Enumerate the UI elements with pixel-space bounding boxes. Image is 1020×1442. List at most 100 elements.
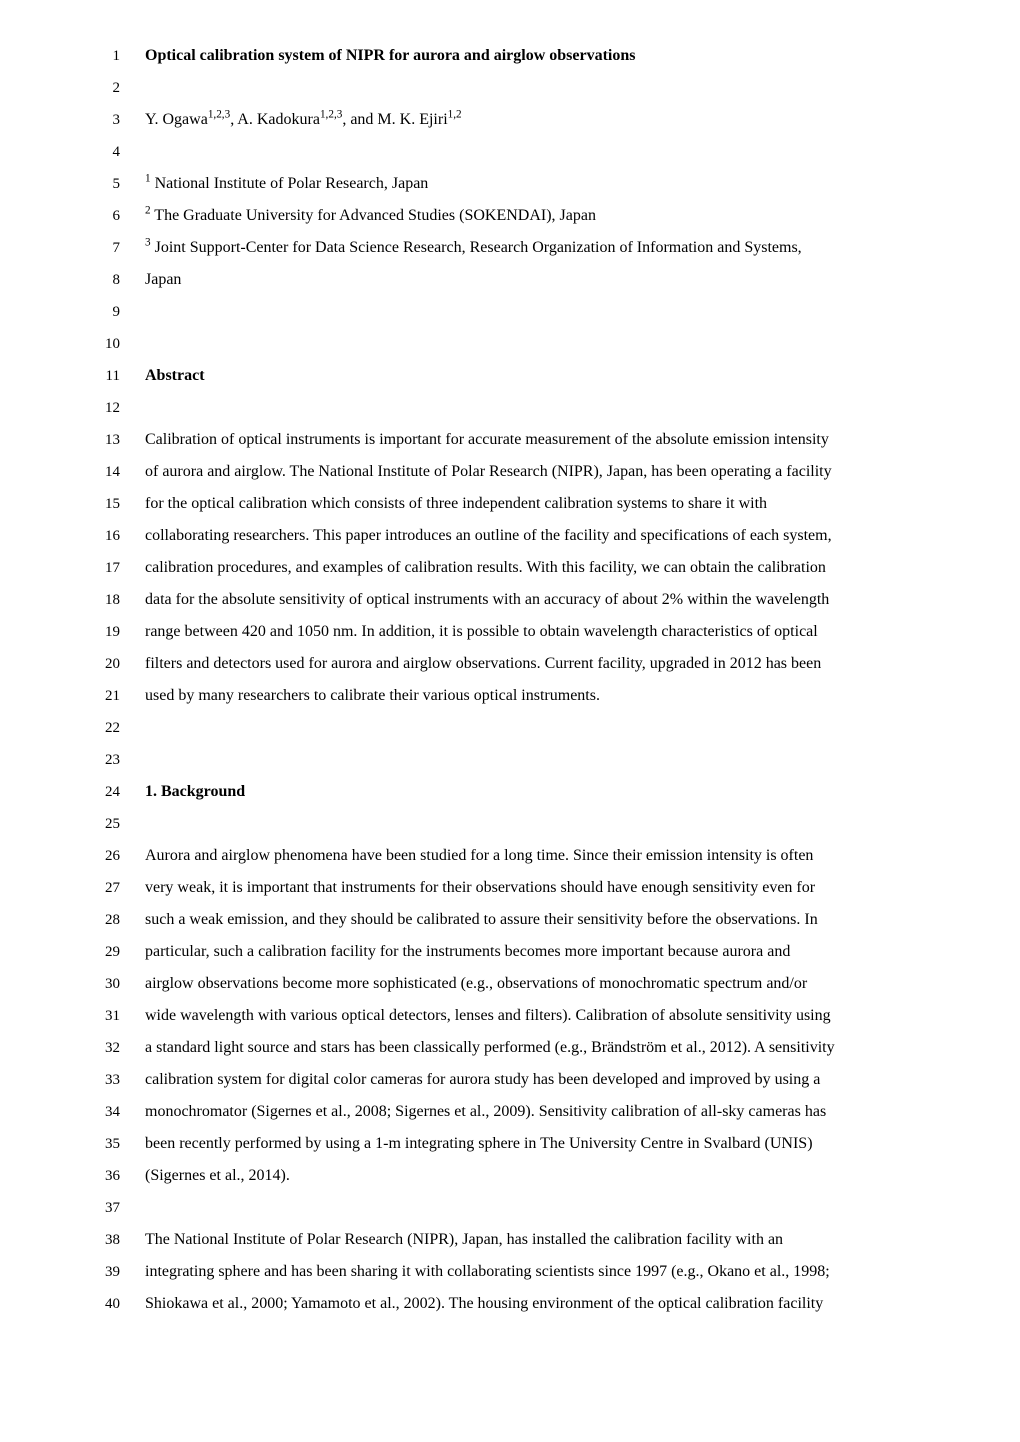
- body-text: [145, 808, 960, 840]
- body-text: (Sigernes et al., 2014).: [145, 1160, 960, 1192]
- body-text: The National Institute of Polar Research…: [145, 1224, 960, 1256]
- body-text: [145, 296, 960, 328]
- body-text: very weak, it is important that instrume…: [145, 872, 960, 904]
- body-text: of aurora and airglow. The National Inst…: [145, 456, 960, 488]
- manuscript-line: 62 The Graduate University for Advanced …: [80, 200, 960, 232]
- line-number: 28: [80, 905, 145, 935]
- line-number: 22: [80, 713, 145, 743]
- line-number: 40: [80, 1289, 145, 1319]
- manuscript-line: 4: [80, 136, 960, 168]
- manuscript-line: 27very weak, it is important that instru…: [80, 872, 960, 904]
- body-text: calibration procedures, and examples of …: [145, 552, 960, 584]
- manuscript-line: 20filters and detectors used for aurora …: [80, 648, 960, 680]
- line-number: 24: [80, 777, 145, 807]
- line-number: 30: [80, 969, 145, 999]
- manuscript-line: 25: [80, 808, 960, 840]
- line-number: 7: [80, 233, 145, 263]
- line-number: 12: [80, 393, 145, 423]
- line-number: 23: [80, 745, 145, 775]
- manuscript-line: 16collaborating researchers. This paper …: [80, 520, 960, 552]
- manuscript-line: 39integrating sphere and has been sharin…: [80, 1256, 960, 1288]
- line-number: 36: [80, 1161, 145, 1191]
- line-number: 17: [80, 553, 145, 583]
- body-text: Aurora and airglow phenomena have been s…: [145, 840, 960, 872]
- body-text: [145, 1192, 960, 1224]
- body-text: integrating sphere and has been sharing …: [145, 1256, 960, 1288]
- line-number: 16: [80, 521, 145, 551]
- manuscript-line: 33calibration system for digital color c…: [80, 1064, 960, 1096]
- manuscript-line: 12: [80, 392, 960, 424]
- manuscript-line: 40Shiokawa et al., 2000; Yamamoto et al.…: [80, 1288, 960, 1320]
- line-number: 18: [80, 585, 145, 615]
- body-text: particular, such a calibration facility …: [145, 936, 960, 968]
- manuscript-line: 31wide wavelength with various optical d…: [80, 1000, 960, 1032]
- line-number: 38: [80, 1225, 145, 1255]
- manuscript-line: 1Optical calibration system of NIPR for …: [80, 40, 960, 72]
- manuscript-line: 29particular, such a calibration facilit…: [80, 936, 960, 968]
- manuscript-line: 21used by many researchers to calibrate …: [80, 680, 960, 712]
- manuscript-line: 73 Joint Support-Center for Data Science…: [80, 232, 960, 264]
- line-number: 8: [80, 265, 145, 295]
- body-text: airglow observations become more sophist…: [145, 968, 960, 1000]
- body-text: Shiokawa et al., 2000; Yamamoto et al., …: [145, 1288, 960, 1320]
- body-text: filters and detectors used for aurora an…: [145, 648, 960, 680]
- body-text: monochromator (Sigernes et al., 2008; Si…: [145, 1096, 960, 1128]
- manuscript-line: 35been recently performed by using a 1-m…: [80, 1128, 960, 1160]
- manuscript-line: 8 Japan: [80, 264, 960, 296]
- line-number: 15: [80, 489, 145, 519]
- body-text: wide wavelength with various optical det…: [145, 1000, 960, 1032]
- line-number: 1: [80, 41, 145, 71]
- line-number: 21: [80, 681, 145, 711]
- line-number: 34: [80, 1097, 145, 1127]
- body-text: [145, 712, 960, 744]
- manuscript-line: 38The National Institute of Polar Resear…: [80, 1224, 960, 1256]
- line-number: 27: [80, 873, 145, 903]
- line-number: 39: [80, 1257, 145, 1287]
- body-text: [145, 392, 960, 424]
- manuscript-line: 32a standard light source and stars has …: [80, 1032, 960, 1064]
- manuscript-line: 17calibration procedures, and examples o…: [80, 552, 960, 584]
- body-text: [145, 136, 960, 168]
- line-number: 5: [80, 169, 145, 199]
- body-text: 3 Joint Support-Center for Data Science …: [145, 232, 960, 264]
- manuscript-line: 37: [80, 1192, 960, 1224]
- manuscript-line: 30airglow observations become more sophi…: [80, 968, 960, 1000]
- body-text: 1 National Institute of Polar Research, …: [145, 168, 960, 200]
- body-text: Japan: [145, 264, 960, 296]
- line-number: 37: [80, 1193, 145, 1223]
- section-heading: Abstract: [145, 360, 960, 392]
- manuscript-line: 9: [80, 296, 960, 328]
- body-text: Y. Ogawa1,2,3, A. Kadokura1,2,3, and M. …: [145, 104, 960, 136]
- line-number: 11: [80, 361, 145, 391]
- body-text: [145, 328, 960, 360]
- line-number: 29: [80, 937, 145, 967]
- manuscript-line: 2: [80, 72, 960, 104]
- body-text: a standard light source and stars has be…: [145, 1032, 960, 1064]
- body-text: Calibration of optical instruments is im…: [145, 424, 960, 456]
- body-text: used by many researchers to calibrate th…: [145, 680, 960, 712]
- body-text: range between 420 and 1050 nm. In additi…: [145, 616, 960, 648]
- line-number: 26: [80, 841, 145, 871]
- paper-title: Optical calibration system of NIPR for a…: [145, 40, 960, 72]
- line-number: 33: [80, 1065, 145, 1095]
- line-number: 9: [80, 297, 145, 327]
- manuscript-line: 14of aurora and airglow. The National In…: [80, 456, 960, 488]
- manuscript-line: 11Abstract: [80, 360, 960, 392]
- body-text: 2 The Graduate University for Advanced S…: [145, 200, 960, 232]
- line-number: 2: [80, 73, 145, 103]
- manuscript-line: 22: [80, 712, 960, 744]
- manuscript-line: 34monochromator (Sigernes et al., 2008; …: [80, 1096, 960, 1128]
- manuscript-line: 241. Background: [80, 776, 960, 808]
- body-text: [145, 744, 960, 776]
- manuscript-line: 36(Sigernes et al., 2014).: [80, 1160, 960, 1192]
- section-heading: 1. Background: [145, 776, 960, 808]
- body-text: such a weak emission, and they should be…: [145, 904, 960, 936]
- line-number: 20: [80, 649, 145, 679]
- body-text: [145, 72, 960, 104]
- manuscript-line: 3Y. Ogawa1,2,3, A. Kadokura1,2,3, and M.…: [80, 104, 960, 136]
- manuscript-line: 10: [80, 328, 960, 360]
- line-number: 31: [80, 1001, 145, 1031]
- manuscript-line: 26Aurora and airglow phenomena have been…: [80, 840, 960, 872]
- line-number: 32: [80, 1033, 145, 1063]
- line-number: 35: [80, 1129, 145, 1159]
